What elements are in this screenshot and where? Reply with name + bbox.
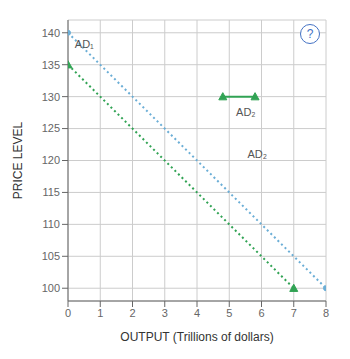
svg-text:4: 4 (194, 307, 200, 319)
svg-text:115: 115 (42, 186, 60, 198)
svg-text:AD₁: AD₁ (75, 38, 94, 50)
svg-text:3: 3 (162, 307, 168, 319)
svg-text:2: 2 (129, 307, 135, 319)
svg-text:OUTPUT (Trillions of dollars): OUTPUT (Trillions of dollars) (120, 330, 273, 344)
svg-text:6: 6 (258, 307, 264, 319)
svg-text:120: 120 (42, 154, 60, 166)
svg-text:7: 7 (291, 307, 297, 319)
svg-text:5: 5 (226, 307, 232, 319)
svg-text:PRICE LEVEL: PRICE LEVEL (11, 121, 25, 199)
svg-text:1: 1 (97, 307, 103, 319)
svg-text:AD₂: AD₂ (247, 148, 267, 160)
svg-text:100: 100 (42, 282, 60, 294)
svg-text:105: 105 (42, 250, 60, 262)
svg-text:AD₂: AD₂ (236, 106, 256, 118)
svg-text:130: 130 (42, 91, 60, 103)
svg-text:135: 135 (42, 59, 60, 71)
svg-text:110: 110 (42, 218, 60, 230)
svg-text:0: 0 (65, 307, 71, 319)
svg-text:140: 140 (42, 27, 60, 39)
svg-text:8: 8 (323, 307, 329, 319)
svg-text:125: 125 (42, 122, 60, 134)
